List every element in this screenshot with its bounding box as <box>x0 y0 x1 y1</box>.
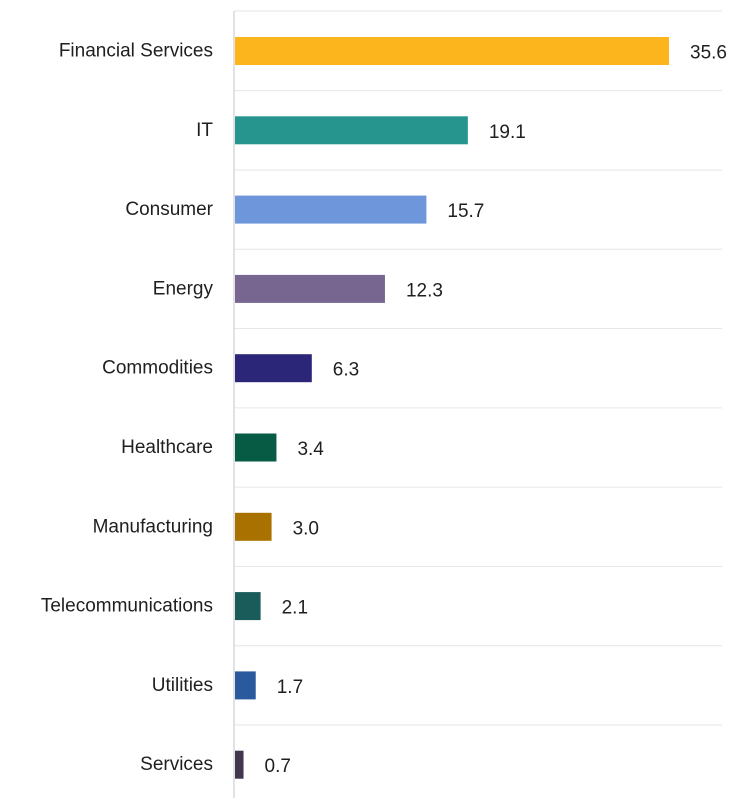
bar-utilities <box>235 671 256 700</box>
gridlines <box>234 10 722 726</box>
value-label: 1.7 <box>277 677 303 698</box>
bar-services <box>235 750 244 779</box>
value-label: 19.1 <box>489 122 526 143</box>
value-label: 2.1 <box>282 598 308 619</box>
category-label: Utilities <box>152 675 213 696</box>
value-label: 6.3 <box>333 360 359 381</box>
bar-energy <box>235 274 385 303</box>
value-label: 3.4 <box>297 439 324 460</box>
bars <box>235 37 669 779</box>
bar-consumer <box>235 195 427 224</box>
bar-healthcare <box>235 433 277 462</box>
bar-it <box>235 116 468 145</box>
bar-telecommunications <box>235 592 261 621</box>
bar-financial-services <box>235 37 669 65</box>
value-label: 35.6 <box>690 43 727 64</box>
category-label: Manufacturing <box>93 516 213 537</box>
category-label: Telecommunications <box>41 596 213 617</box>
category-labels: Financial Services IT Consumer Energy Commod… <box>41 41 214 776</box>
value-label: 3.0 <box>293 518 319 539</box>
bar-manufacturing <box>235 512 272 541</box>
value-label: 15.7 <box>447 201 484 222</box>
category-label: Healthcare <box>121 437 213 458</box>
value-labels: 35.6 19.1 15.7 12.3 6.3 3.4 3.0 2.1 1.7 0.7 <box>265 43 727 778</box>
category-label: Commodities <box>102 358 213 379</box>
category-label: Financial Services <box>59 41 213 62</box>
category-label: Energy <box>153 278 214 299</box>
category-label: IT <box>196 120 213 141</box>
value-label: 0.7 <box>265 756 291 777</box>
category-label: Consumer <box>125 199 213 220</box>
bar-commodities <box>235 354 312 383</box>
category-label: Services <box>140 754 213 775</box>
value-label: 12.3 <box>406 280 443 301</box>
